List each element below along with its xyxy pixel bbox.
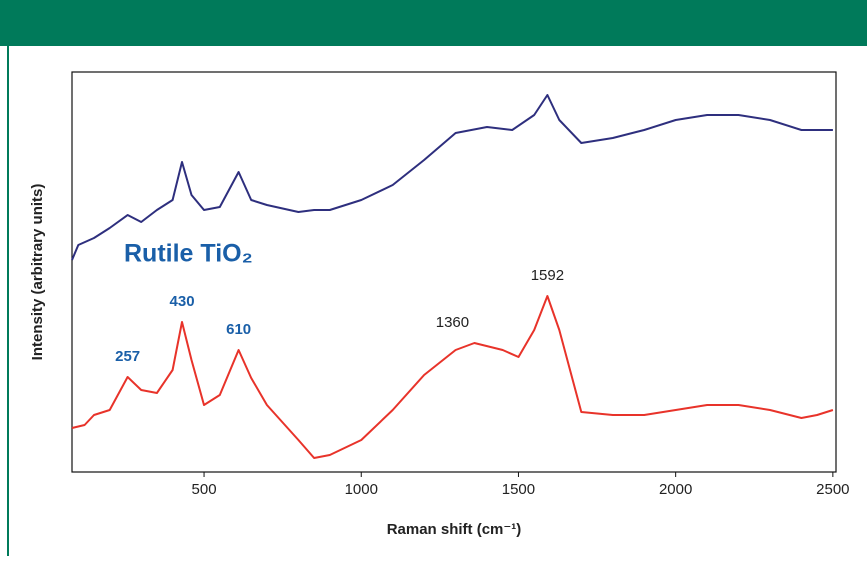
x-tick-label: 1500 — [502, 481, 535, 498]
x-tick-label: 1000 — [345, 481, 378, 498]
x-tick-label: 500 — [192, 481, 217, 498]
peak-label: 1360 — [436, 314, 469, 331]
x-axis-label: Raman shift (cm⁻¹) — [387, 521, 522, 538]
peak-label: 1592 — [531, 267, 564, 284]
x-tick-label: 2000 — [659, 481, 692, 498]
x-tick-label: 2500 — [816, 481, 849, 498]
peak-label: 430 — [170, 293, 195, 310]
header-bar — [0, 0, 867, 46]
y-axis-label: Intensity (arbitrary units) — [29, 184, 46, 361]
annotation: Rutile TiO₂ — [124, 240, 253, 268]
peak-label: 257 — [115, 348, 140, 365]
peak-label: 610 — [226, 321, 251, 338]
spectrum-line — [71, 94, 833, 261]
plot-frame — [71, 71, 837, 473]
spectrum-line — [71, 295, 834, 459]
